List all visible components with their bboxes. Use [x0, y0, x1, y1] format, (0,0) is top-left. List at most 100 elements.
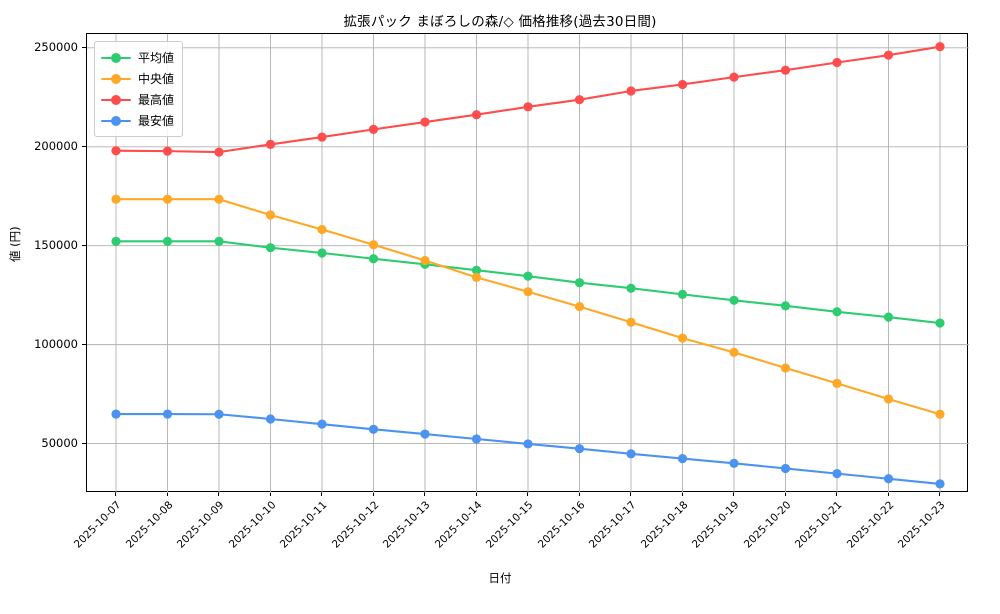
legend-item-4[interactable]: 最安値: [101, 110, 174, 131]
data-point-marker: [523, 102, 533, 112]
data-point-marker: [471, 434, 482, 444]
data-point-marker: [368, 424, 379, 434]
data-point-marker: [729, 72, 739, 82]
x-tick-label: 2025-10-14: [432, 499, 484, 551]
data-point-marker: [574, 278, 585, 288]
y-tick-label: 200000: [34, 138, 78, 153]
data-point-marker: [832, 469, 842, 479]
legend-label: 最安値: [138, 114, 175, 128]
data-point-marker: [368, 254, 379, 264]
data-point-marker: [883, 50, 894, 60]
x-tick-label: 2025-10-16: [535, 499, 587, 551]
x-tick-label: 2025-10-11: [277, 499, 330, 551]
plot-area: [86, 33, 969, 493]
data-point-marker: [523, 287, 533, 297]
legend-label: 最高値: [138, 93, 175, 107]
y-tick-label: 50000: [41, 435, 78, 450]
chart-figure: 拡張パック まぼろしの森/◇ 価格推移(過去30日間) 50000 100000 1…: [8, 14, 969, 585]
legend-item-1[interactable]: 平均値: [101, 47, 174, 68]
data-point-marker: [317, 419, 327, 429]
data-point-marker: [574, 444, 585, 454]
data-point-marker: [265, 210, 276, 220]
data-point-marker: [935, 409, 945, 419]
data-point-marker: [162, 194, 173, 204]
data-point-marker: [935, 479, 945, 489]
data-point-marker: [214, 236, 224, 246]
data-point-marker: [626, 86, 636, 96]
data-point-marker: [574, 95, 585, 105]
data-point-marker: [265, 243, 276, 253]
data-point-marker: [111, 146, 121, 156]
y-tick-label: 150000: [34, 237, 78, 252]
data-point-marker: [677, 289, 688, 299]
data-point-marker: [626, 449, 636, 459]
x-tick-label: 2025-10-18: [638, 499, 690, 551]
x-tick-label: 2025-10-07: [71, 499, 124, 551]
data-point-marker: [471, 110, 482, 120]
data-point-marker: [729, 295, 739, 305]
data-point-marker: [368, 240, 379, 250]
x-tick-label: 2025-10-23: [895, 499, 948, 551]
data-point-marker: [471, 272, 482, 282]
data-point-marker: [265, 139, 276, 149]
data-point-marker: [832, 307, 842, 317]
data-point-marker: [368, 124, 379, 134]
data-point-marker: [883, 474, 894, 484]
plot-svg: [87, 34, 969, 493]
legend-marker-icon: [101, 72, 131, 86]
data-point-marker: [523, 439, 533, 449]
x-tick-label: 2025-10-10: [226, 499, 278, 551]
data-point-marker: [780, 463, 791, 474]
x-tick-label: 2025-10-08: [123, 499, 175, 551]
x-tick-label: 2025-10-20: [741, 499, 793, 551]
series-lines: [111, 42, 945, 489]
data-point-marker: [523, 271, 533, 281]
data-point-marker: [626, 283, 636, 293]
legend-item-2[interactable]: 中央値: [101, 68, 174, 89]
x-tick-label: 2025-10-19: [689, 499, 742, 551]
data-point-marker: [111, 236, 121, 246]
data-point-marker: [111, 194, 121, 204]
x-axis-label: 日付: [488, 571, 512, 585]
data-point-marker: [420, 117, 430, 127]
data-point-marker: [574, 302, 585, 312]
data-point-marker: [626, 317, 636, 327]
data-point-marker: [729, 458, 739, 468]
data-point-marker: [214, 409, 224, 419]
data-point-marker: [111, 409, 121, 419]
x-tick-label: 2025-10-13: [380, 499, 433, 551]
data-point-marker: [677, 79, 688, 90]
x-tick-label: 2025-10-09: [174, 499, 227, 551]
data-point-marker: [935, 318, 945, 328]
data-point-marker: [883, 394, 894, 404]
data-point-marker: [162, 409, 173, 419]
data-point-marker: [677, 453, 688, 464]
data-point-marker: [935, 42, 945, 52]
data-point-marker: [317, 248, 327, 258]
data-point-marker: [317, 132, 327, 142]
legend-item-3[interactable]: 最高値: [101, 89, 174, 110]
data-point-marker: [162, 236, 173, 246]
y-axis-label: 値 (円): [8, 226, 22, 262]
data-point-marker: [780, 65, 791, 75]
y-tick-label: 100000: [34, 336, 78, 351]
data-point-marker: [832, 378, 842, 388]
data-point-marker: [317, 224, 327, 235]
data-point-marker: [214, 147, 224, 157]
legend-marker-icon: [101, 114, 131, 128]
data-point-marker: [677, 333, 688, 343]
legend-label: 平均値: [138, 51, 175, 65]
data-point-marker: [832, 57, 842, 68]
data-point-marker: [265, 414, 276, 424]
data-point-marker: [471, 265, 482, 275]
data-point-marker: [780, 301, 791, 311]
x-tick-label: 2025-10-22: [844, 499, 896, 551]
legend-marker-icon: [101, 51, 131, 65]
x-tick-label: 2025-10-17: [586, 499, 639, 551]
data-point-marker: [162, 146, 173, 156]
data-point-marker: [729, 347, 739, 357]
legend-label: 中央値: [138, 72, 175, 86]
data-point-marker: [883, 312, 894, 322]
data-point-marker: [420, 429, 430, 439]
x-tick-label: 2025-10-21: [792, 499, 845, 551]
